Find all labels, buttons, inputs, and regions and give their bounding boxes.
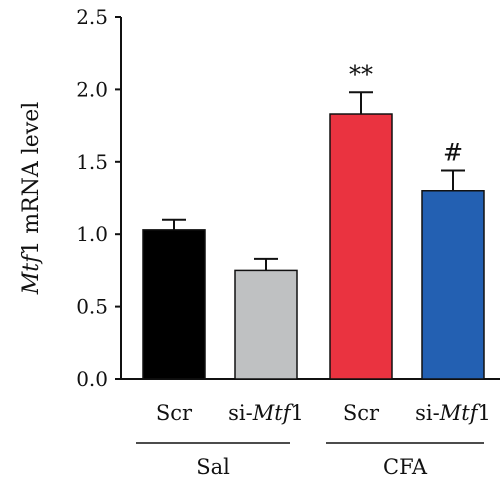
y-tick-label: 2.0 [76,77,108,101]
group-label: Sal [196,455,230,479]
error-bars [162,91,465,271]
bar-cfa-si-mtf1 [421,190,485,380]
group-label: CFA [383,455,428,479]
bar-sal-scr [142,229,206,380]
significance-mark: # [443,138,463,166]
y-tick-label: 2.5 [76,5,108,29]
category-labels: Scr si-Mtf1 Scr si-Mtf1 [156,401,491,425]
y-axis: 0.0 0.5 1.0 1.5 2.0 2.5 [76,5,122,391]
bar-cfa-scr [329,113,393,380]
y-tick-label: 0.0 [76,367,108,391]
y-tick-label: 1.5 [76,150,108,174]
group-labels: Sal CFA [136,442,484,479]
y-axis-label: Mtf1 mRNA level [19,102,44,296]
category-label: Scr [156,401,193,425]
bar-sal-si-mtf1 [234,269,298,380]
significance-annotations: ** # [349,60,463,166]
bars [142,113,485,380]
significance-mark: ** [349,60,373,88]
category-label: si-Mtf1 [228,401,304,425]
y-tick-label: 1.0 [76,222,108,246]
category-label: Scr [343,401,380,425]
y-tick-label: 0.5 [76,295,108,319]
category-label: si-Mtf1 [415,401,491,425]
